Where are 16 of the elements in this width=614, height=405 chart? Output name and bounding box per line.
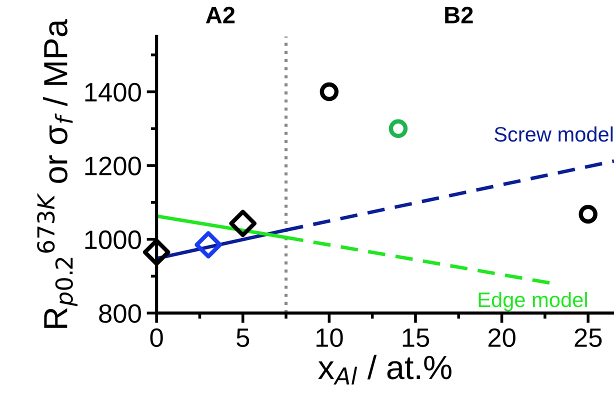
- x-tick-label: 5: [236, 328, 250, 348]
- text: A2: [206, 6, 235, 24]
- x-tick-label: 15: [402, 328, 430, 348]
- x-tick-label: 25: [574, 328, 602, 348]
- y-tick-label: 1200: [85, 156, 141, 176]
- text: B2: [445, 6, 473, 24]
- y-tick-label: 800: [99, 304, 141, 323]
- y-tick-label: 1000: [85, 230, 141, 250]
- series-label: Edge model: [478, 292, 587, 312]
- x-tick-label: 10: [316, 328, 343, 348]
- x-tick-label: 20: [488, 328, 516, 348]
- y-axis-title: R$_{p0.2}$$^{673K}$ or σ$_{f}$ / MPa: [37, 19, 78, 328]
- series-label: Screw model: [494, 126, 613, 142]
- x-tick-label: 0: [150, 328, 163, 348]
- y-tick-label: 1400: [85, 82, 141, 102]
- x-axis-title: x$_{Al}$ / at.%: [318, 354, 452, 384]
